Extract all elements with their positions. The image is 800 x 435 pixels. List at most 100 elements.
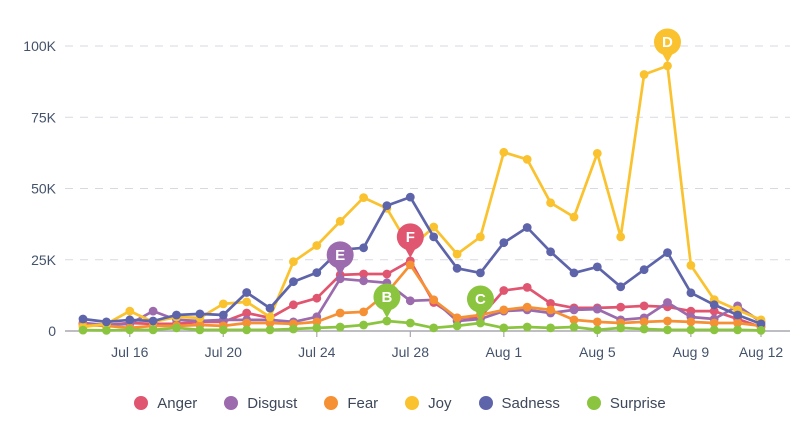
legend-item-surprise[interactable]: Surprise bbox=[586, 396, 666, 411]
legend-item-anger[interactable]: Anger bbox=[134, 396, 197, 411]
x-tick-label-aug-12: Aug 12 bbox=[739, 344, 784, 360]
data-point-sadness-jul-21 bbox=[242, 288, 252, 297]
badge-letter: F bbox=[406, 229, 415, 246]
data-point-fear-aug-11 bbox=[733, 318, 742, 328]
data-point-surprise-aug-7 bbox=[639, 324, 649, 334]
data-point-surprise-aug-12 bbox=[756, 326, 766, 335]
y-tick-label-75k: 75K bbox=[31, 109, 57, 125]
data-point-joy-jul-31 bbox=[476, 232, 485, 242]
legend-item-fear[interactable]: Fear bbox=[324, 396, 378, 411]
data-point-joy-aug-1 bbox=[499, 147, 509, 157]
data-point-sadness-jul-15 bbox=[102, 317, 111, 327]
data-point-surprise-aug-2 bbox=[522, 322, 532, 332]
legend-item-joy[interactable]: Joy bbox=[405, 394, 452, 412]
data-point-surprise-jul-26 bbox=[359, 320, 368, 330]
data-point-sadness-jul-29 bbox=[429, 232, 439, 242]
data-point-joy-aug-8 bbox=[663, 61, 672, 71]
legend-dot-disgust bbox=[224, 396, 239, 410]
legend-dot-joy bbox=[405, 396, 420, 410]
x-tick-label-aug-9: Aug 9 bbox=[673, 344, 710, 360]
legend-dot-surprise bbox=[586, 396, 601, 410]
data-point-joy-aug-6 bbox=[616, 232, 626, 242]
x-tick-label-jul-16: Jul 16 bbox=[111, 344, 149, 360]
badge-letter: E bbox=[335, 247, 345, 264]
legend-label-fear: Fear bbox=[347, 394, 379, 412]
data-point-surprise-jul-30 bbox=[452, 321, 462, 331]
data-point-joy-jul-29 bbox=[429, 222, 439, 232]
data-point-joy-jul-21 bbox=[242, 297, 252, 307]
data-point-joy-aug-4 bbox=[569, 212, 579, 222]
data-point-sadness-aug-6 bbox=[616, 282, 626, 292]
data-point-surprise-jul-31 bbox=[476, 318, 485, 328]
data-point-fear-aug-2 bbox=[522, 302, 532, 312]
legend-item-disgust[interactable]: Disgust bbox=[224, 396, 297, 411]
data-point-fear-jul-30 bbox=[452, 313, 462, 323]
data-point-anger-jul-27 bbox=[382, 269, 392, 279]
data-point-joy-jul-20 bbox=[218, 299, 228, 309]
badge-tail bbox=[404, 247, 416, 258]
legend-label-joy: Joy bbox=[428, 394, 452, 412]
data-point-sadness-jul-23 bbox=[289, 277, 298, 287]
y-tick-label-25k: 25K bbox=[31, 252, 57, 268]
data-point-fear-jul-25 bbox=[335, 308, 345, 318]
data-point-joy-aug-9 bbox=[686, 261, 696, 270]
badge-tail bbox=[381, 308, 393, 319]
data-point-joy-jul-23 bbox=[289, 257, 298, 267]
data-point-sadness-jul-30 bbox=[452, 263, 462, 273]
data-point-surprise-jul-29 bbox=[429, 323, 439, 333]
data-point-sadness-aug-7 bbox=[639, 265, 649, 275]
legend-item-sadness[interactable]: Sadness bbox=[478, 394, 560, 412]
annotation-badge-e[interactable]: E bbox=[326, 241, 354, 276]
data-point-surprise-jul-19 bbox=[195, 325, 205, 335]
data-point-fear-aug-5 bbox=[592, 317, 602, 327]
data-point-disgust-aug-5 bbox=[592, 304, 602, 314]
data-point-surprise-aug-1 bbox=[499, 323, 509, 333]
data-point-joy-jul-25 bbox=[335, 216, 345, 226]
data-point-surprise-jul-22 bbox=[265, 325, 275, 335]
data-point-surprise-aug-6 bbox=[616, 323, 626, 333]
x-tick-label-aug-5: Aug 5 bbox=[579, 344, 616, 360]
data-point-anger-aug-10 bbox=[709, 306, 719, 316]
badge-letter: B bbox=[382, 289, 393, 306]
annotation-badge-d[interactable]: D bbox=[653, 28, 681, 63]
data-point-surprise-aug-3 bbox=[546, 323, 555, 333]
legend-label-sadness: Sadness bbox=[501, 394, 560, 412]
annotation-badge-f[interactable]: F bbox=[396, 223, 424, 258]
data-point-fear-aug-10 bbox=[709, 318, 719, 328]
data-point-disgust-jul-25 bbox=[335, 274, 345, 284]
data-point-surprise-jul-17 bbox=[148, 325, 158, 335]
data-point-sadness-jul-26 bbox=[359, 243, 368, 253]
data-point-surprise-jul-28 bbox=[405, 318, 415, 328]
data-point-sadness-aug-9 bbox=[686, 288, 696, 298]
data-point-anger-aug-3 bbox=[546, 299, 555, 308]
annotation-badge-b[interactable]: B bbox=[373, 283, 401, 319]
data-point-fear-aug-1 bbox=[499, 305, 509, 315]
data-point-sadness-aug-5 bbox=[592, 262, 602, 272]
data-point-surprise-aug-5 bbox=[592, 325, 602, 335]
data-point-surprise-aug-4 bbox=[569, 322, 579, 332]
data-point-sadness-aug-11 bbox=[733, 310, 742, 320]
data-point-anger-jul-21 bbox=[242, 308, 252, 318]
data-point-fear-aug-3 bbox=[546, 305, 555, 315]
x-tick-label-aug-1: Aug 1 bbox=[486, 344, 523, 360]
data-point-anger-aug-6 bbox=[616, 302, 626, 312]
chart-legend: Anger Disgust Fear Joy Sadness Surprise bbox=[0, 392, 800, 414]
data-point-disgust-aug-4 bbox=[569, 305, 579, 315]
data-point-fear-jul-21 bbox=[242, 318, 252, 328]
data-point-fear-jul-29 bbox=[429, 295, 439, 305]
badge-circle bbox=[326, 241, 354, 269]
data-point-joy-aug-7 bbox=[639, 70, 649, 79]
badge-letter: D bbox=[662, 34, 673, 51]
data-point-disgust-jul-26 bbox=[359, 276, 368, 286]
data-point-sadness-jul-24 bbox=[312, 268, 322, 277]
badge-tail bbox=[334, 265, 346, 276]
data-point-surprise-jul-21 bbox=[242, 325, 252, 335]
data-point-sadness-jul-18 bbox=[172, 310, 181, 320]
data-point-surprise-jul-20 bbox=[218, 325, 228, 335]
data-point-anger-aug-7 bbox=[639, 301, 649, 311]
y-tick-label-100k: 100K bbox=[23, 38, 56, 54]
annotation-badge-c[interactable]: C bbox=[466, 285, 494, 321]
x-tick-label-jul-28: Jul 28 bbox=[392, 344, 430, 360]
data-point-sadness-jul-28 bbox=[405, 192, 415, 202]
